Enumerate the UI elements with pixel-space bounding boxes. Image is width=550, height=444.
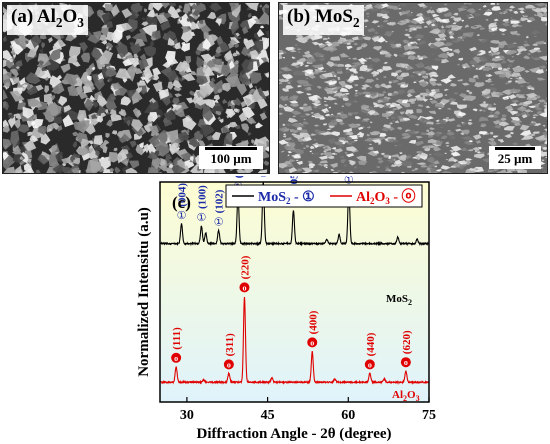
panel-label-a: (a) Al2O3: [7, 5, 88, 35]
x-tick-label: 45: [261, 408, 275, 423]
peak-marker-dot: [400, 357, 411, 368]
peak-marker: o: [404, 358, 408, 367]
x-axis-label: Diffraction Angle - 2θ (degree): [197, 426, 392, 442]
scale-bar-a: 100 µm: [199, 146, 263, 169]
xrd-chart: ①(004)①(100)①(102)①(103)①(006)①(105)①(11…: [136, 176, 436, 442]
y-axis-label: Normalized Intensitu (a.u): [136, 207, 152, 377]
legend: MoS2 - ① Al2O3 - ⓞ: [225, 184, 423, 208]
peak-marker-dot: [239, 282, 250, 293]
x-axis: 30 45 60 75: [180, 397, 436, 423]
peak-label: (111): [171, 327, 183, 350]
plot-frame: [159, 181, 430, 403]
peak-label: (620): [401, 330, 413, 354]
peak-label: (102): [214, 189, 226, 213]
sem-texture-mos2: [279, 3, 547, 173]
peak-marker: o: [227, 360, 231, 369]
legend-label-al2o3: Al2O3 - ⓞ: [356, 188, 416, 206]
peak-marker: o: [310, 338, 314, 347]
peak-label: (103): [233, 176, 245, 178]
legend-box: [225, 184, 423, 208]
sem-image-mos2: (b) MoS2 25 µm: [278, 2, 548, 174]
panel-label-b: (b) MoS2: [283, 5, 364, 35]
series-line-al2o3: [159, 296, 430, 385]
scale-bar-b: 25 µm: [489, 146, 541, 169]
series-end-label-mos2: MoS2: [386, 293, 412, 307]
peak-marker: o: [174, 354, 178, 363]
peak-label: (220): [239, 255, 251, 279]
scale-bar-line-b: [495, 147, 535, 150]
scale-label-b: 25 µm: [497, 151, 533, 166]
x-tick-label: 30: [180, 408, 194, 423]
x-tick-label: 60: [341, 408, 355, 423]
peak-marker: ①: [196, 212, 206, 224]
peak-marker-dot: [307, 337, 318, 348]
peak-marker: ①: [214, 216, 224, 228]
legend-label-mos2: MoS2 - ①: [258, 190, 315, 206]
sem-image-al2o3: (a) Al2O3 100 µm: [2, 2, 270, 174]
peak-marker-dot: [171, 352, 182, 363]
peak-marker: o: [368, 360, 372, 369]
sem-texture-al2o3: [3, 3, 269, 173]
peak-marker: ①: [177, 210, 187, 222]
series-line-mos2: [159, 182, 430, 247]
peak-marker-dot: [223, 359, 234, 370]
scale-label-a: 100 µm: [210, 151, 252, 166]
peak-marker-dot: [364, 359, 375, 370]
series-end-label-al2o3: Al2O3: [392, 389, 420, 403]
peak-label: (400): [307, 310, 319, 334]
peak-label: (100): [196, 185, 208, 209]
peak-label: (004): [177, 183, 189, 207]
peak-label: (311): [224, 333, 236, 357]
x-tick-label: 75: [422, 408, 436, 423]
peak-marker: o: [242, 283, 246, 292]
series-layer: [159, 182, 430, 385]
peak-label: (440): [365, 332, 377, 356]
panel-label-c: (c): [172, 193, 191, 212]
peak-marker: ①: [258, 176, 268, 180]
scale-bar-line-a: [205, 147, 257, 150]
